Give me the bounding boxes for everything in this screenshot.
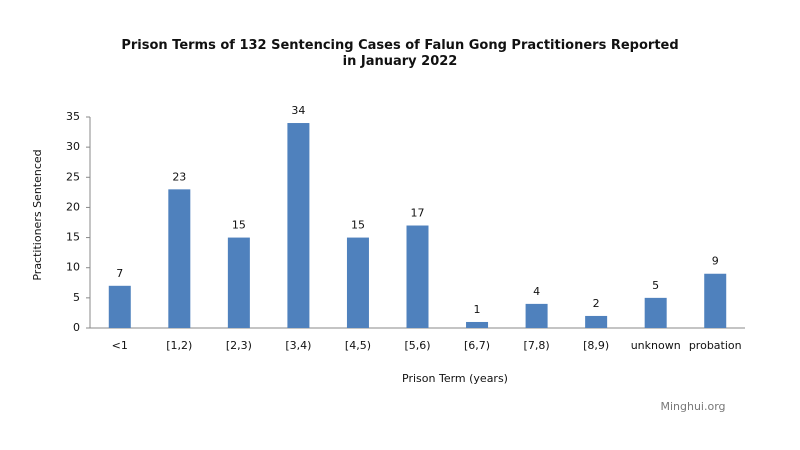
x-tick-label: [2,3)	[226, 339, 252, 352]
bar	[644, 297, 667, 328]
y-tick-label: 0	[73, 321, 80, 334]
data-label: 2	[593, 297, 600, 310]
data-label: 23	[172, 170, 186, 183]
x-tick-label: [7,8)	[524, 339, 550, 352]
y-tick-label: 20	[66, 200, 80, 213]
y-tick-label: 25	[66, 170, 80, 183]
x-tick-label: probation	[689, 339, 742, 352]
data-label: 7	[116, 267, 123, 280]
y-tick-label: 15	[66, 231, 80, 244]
x-tick-label: [8,9)	[583, 339, 609, 352]
x-tick-label: [6,7)	[464, 339, 490, 352]
bar	[585, 315, 608, 328]
data-label: 9	[712, 255, 719, 268]
x-tick-label: [5,6)	[404, 339, 430, 352]
bar	[108, 285, 131, 328]
y-tick-label: 35	[66, 110, 80, 123]
chart-title: Prison Terms of 132 Sentencing Cases of …	[121, 38, 679, 69]
data-label: 5	[652, 279, 659, 292]
y-tick-label: 10	[66, 261, 80, 274]
bar	[346, 237, 369, 328]
data-label: 15	[232, 219, 246, 232]
x-tick-label: [1,2)	[166, 339, 192, 352]
x-axis-label: Prison Term (years)	[402, 372, 508, 385]
bar	[287, 123, 310, 329]
bar	[704, 273, 727, 328]
x-tick-label: [4,5)	[345, 339, 371, 352]
bar	[406, 225, 429, 328]
x-tick-label: unknown	[631, 339, 681, 352]
source-credit: Minghui.org	[660, 400, 725, 413]
data-label: 34	[291, 104, 305, 117]
data-label: 15	[351, 219, 365, 232]
bar	[466, 321, 489, 328]
data-label: 4	[533, 285, 540, 298]
data-label: 17	[411, 207, 425, 220]
bar	[525, 303, 548, 328]
x-tick-label: [3,4)	[285, 339, 311, 352]
y-tick-label: 30	[66, 140, 80, 153]
bar	[168, 189, 191, 328]
data-label: 1	[474, 303, 481, 316]
y-tick-label: 5	[73, 291, 80, 304]
x-tick-label: <1	[112, 339, 128, 352]
bar	[227, 237, 250, 328]
y-axis-label: Practitioners Sentenced	[31, 149, 44, 280]
